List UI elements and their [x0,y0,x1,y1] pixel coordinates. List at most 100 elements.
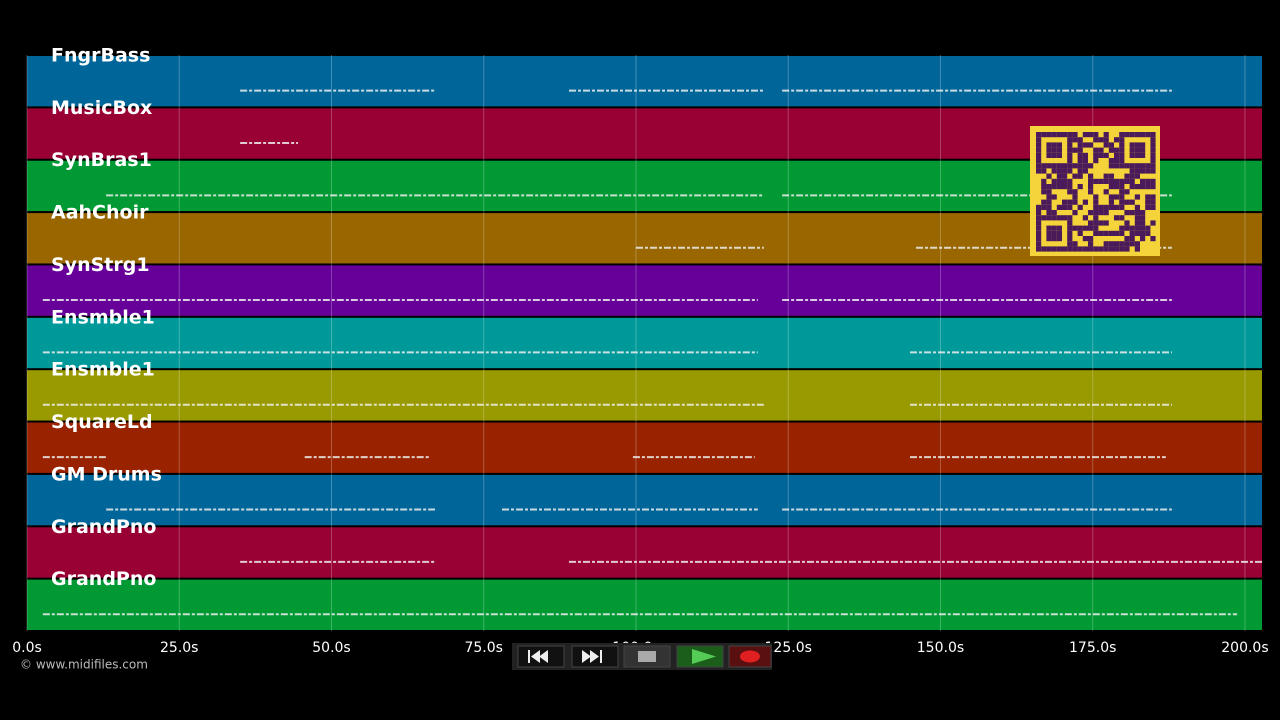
qr-module [1046,215,1052,221]
qr-module [1088,173,1094,179]
qr-module [1129,225,1135,231]
qr-module [1114,184,1120,190]
qr-module [1082,132,1088,138]
qr-module [1046,246,1052,252]
qr-module [1124,236,1130,242]
qr-module [1108,199,1114,205]
qr-module [1108,142,1114,148]
qr-module [1134,225,1140,231]
qr-module [1150,194,1156,200]
qr-module [1072,173,1078,179]
qr-module [1056,230,1062,236]
qr-module [1041,246,1047,252]
qr-module [1041,199,1047,205]
qr-module [1072,225,1078,231]
qr-module [1062,204,1068,210]
qr-module [1150,158,1156,164]
track-name: GrandPno [51,516,156,538]
qr-module [1041,132,1047,138]
qr-module [1124,173,1130,179]
qr-module [1119,194,1125,200]
rewind-button[interactable] [517,645,565,668]
qr-module [1067,152,1073,158]
qr-module [1140,236,1146,242]
playback-controls [512,643,772,670]
qr-module [1108,163,1114,169]
qr-module [1129,210,1135,216]
qr-module [1072,210,1078,216]
qr-module [1134,246,1140,252]
qr-module [1140,178,1146,184]
qr-module [1103,241,1109,247]
qr-module [1072,241,1078,247]
qr-module [1062,246,1068,252]
qr-module [1150,184,1156,190]
qr-module [1056,246,1062,252]
qr-module [1088,241,1094,247]
qr-module [1119,147,1125,153]
qr-module [1093,220,1099,226]
qr-module [1103,189,1109,195]
qr-module [1134,230,1140,236]
qr-module [1088,189,1094,195]
qr-module [1077,163,1083,169]
qr-module [1150,137,1156,143]
qr-module [1062,215,1068,221]
qr-module [1150,168,1156,174]
qr-module [1036,147,1042,153]
fast-forward-button[interactable] [571,645,619,668]
track-name: GrandPno [51,568,156,590]
qr-module [1072,132,1078,138]
qr-module [1119,137,1125,143]
qr-module [1114,152,1120,158]
qr-module [1051,163,1057,169]
qr-module [1129,178,1135,184]
qr-module [1119,132,1125,138]
qr-module [1051,225,1057,231]
qr-module [1051,142,1057,148]
qr-module [1129,173,1135,179]
qr-module [1082,152,1088,158]
qr-module [1108,178,1114,184]
qr-module [1150,199,1156,205]
qr-module [1093,147,1099,153]
qr-module [1129,184,1135,190]
qr-module [1114,246,1120,252]
qr-module [1145,204,1151,210]
qr-module [1093,199,1099,205]
stop-button[interactable] [623,645,671,668]
qr-module [1108,204,1114,210]
qr-module [1051,246,1057,252]
qr-module [1051,147,1057,153]
qr-module [1077,225,1083,231]
qr-module [1077,204,1083,210]
qr-module [1056,236,1062,242]
qr-module [1119,204,1125,210]
qr-module [1129,152,1135,158]
qr-module [1051,236,1057,242]
qr-module [1077,173,1083,179]
record-button[interactable] [728,645,772,668]
qr-module [1046,132,1052,138]
qr-module [1056,204,1062,210]
qr-module [1134,194,1140,200]
qr-module [1114,230,1120,236]
qr-module [1082,199,1088,205]
x-tick-label: 175.0s [1069,640,1116,656]
qr-module [1119,230,1125,236]
qr-module [1140,168,1146,174]
qr-module [1056,225,1062,231]
qr-module [1145,184,1151,190]
qr-module [1124,225,1130,231]
qr-module [1134,173,1140,179]
qr-module [1129,142,1135,148]
qr-module [1103,230,1109,236]
qr-module [1067,158,1073,164]
qr-module [1067,225,1073,231]
qr-module [1072,194,1078,200]
track-lane [27,317,1262,369]
qr-module [1114,204,1120,210]
qr-module [1072,189,1078,195]
play-button[interactable] [676,645,724,668]
qr-module [1077,184,1083,190]
